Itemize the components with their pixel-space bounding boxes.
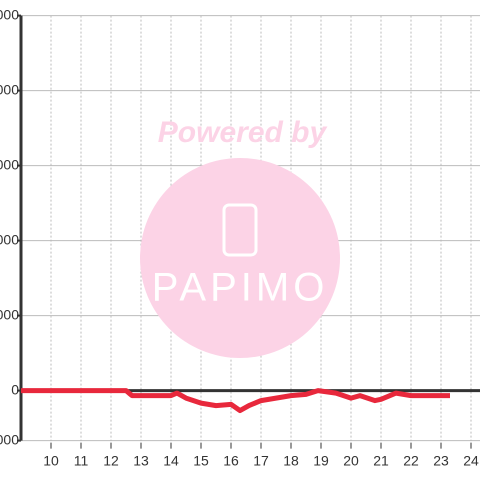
x-tick-label: 14 xyxy=(163,452,179,468)
x-tick-label: 11 xyxy=(74,452,89,468)
watermark: Powered by PAPIMO xyxy=(140,116,340,358)
x-tick-label: 18 xyxy=(283,452,299,468)
y-tick-label: -20,000 xyxy=(0,431,19,447)
y-tick-label: 0 xyxy=(11,381,19,397)
watermark-text: Powered by xyxy=(158,116,328,149)
x-tick-label: 24 xyxy=(463,452,479,468)
y-tick-label: 30,000 xyxy=(0,306,19,322)
y-tick-label: 120,000 xyxy=(0,81,19,97)
x-tick-label: 16 xyxy=(223,452,239,468)
x-tick-label: 17 xyxy=(253,452,269,468)
x-tick-label: 21 xyxy=(373,452,389,468)
x-tick-label: 20 xyxy=(343,452,359,468)
watermark-logo: PAPIMO xyxy=(152,266,329,310)
series-line xyxy=(21,388,450,414)
watermark-circle xyxy=(140,158,340,358)
x-tick-label: 10 xyxy=(43,452,59,468)
y-tick-label: 90,000 xyxy=(0,156,19,172)
x-tick-label: 23 xyxy=(433,452,449,468)
x-tick-label: 15 xyxy=(193,452,209,468)
x-tick-label: 19 xyxy=(313,452,329,468)
y-tick-label: 150,000 xyxy=(0,6,19,22)
x-tick-label: 22 xyxy=(403,452,419,468)
x-tick-label: 13 xyxy=(133,452,149,468)
x-tick-label: 12 xyxy=(103,452,119,468)
watermark-icon xyxy=(222,203,258,257)
y-tick-label: 60,000 xyxy=(0,231,19,247)
